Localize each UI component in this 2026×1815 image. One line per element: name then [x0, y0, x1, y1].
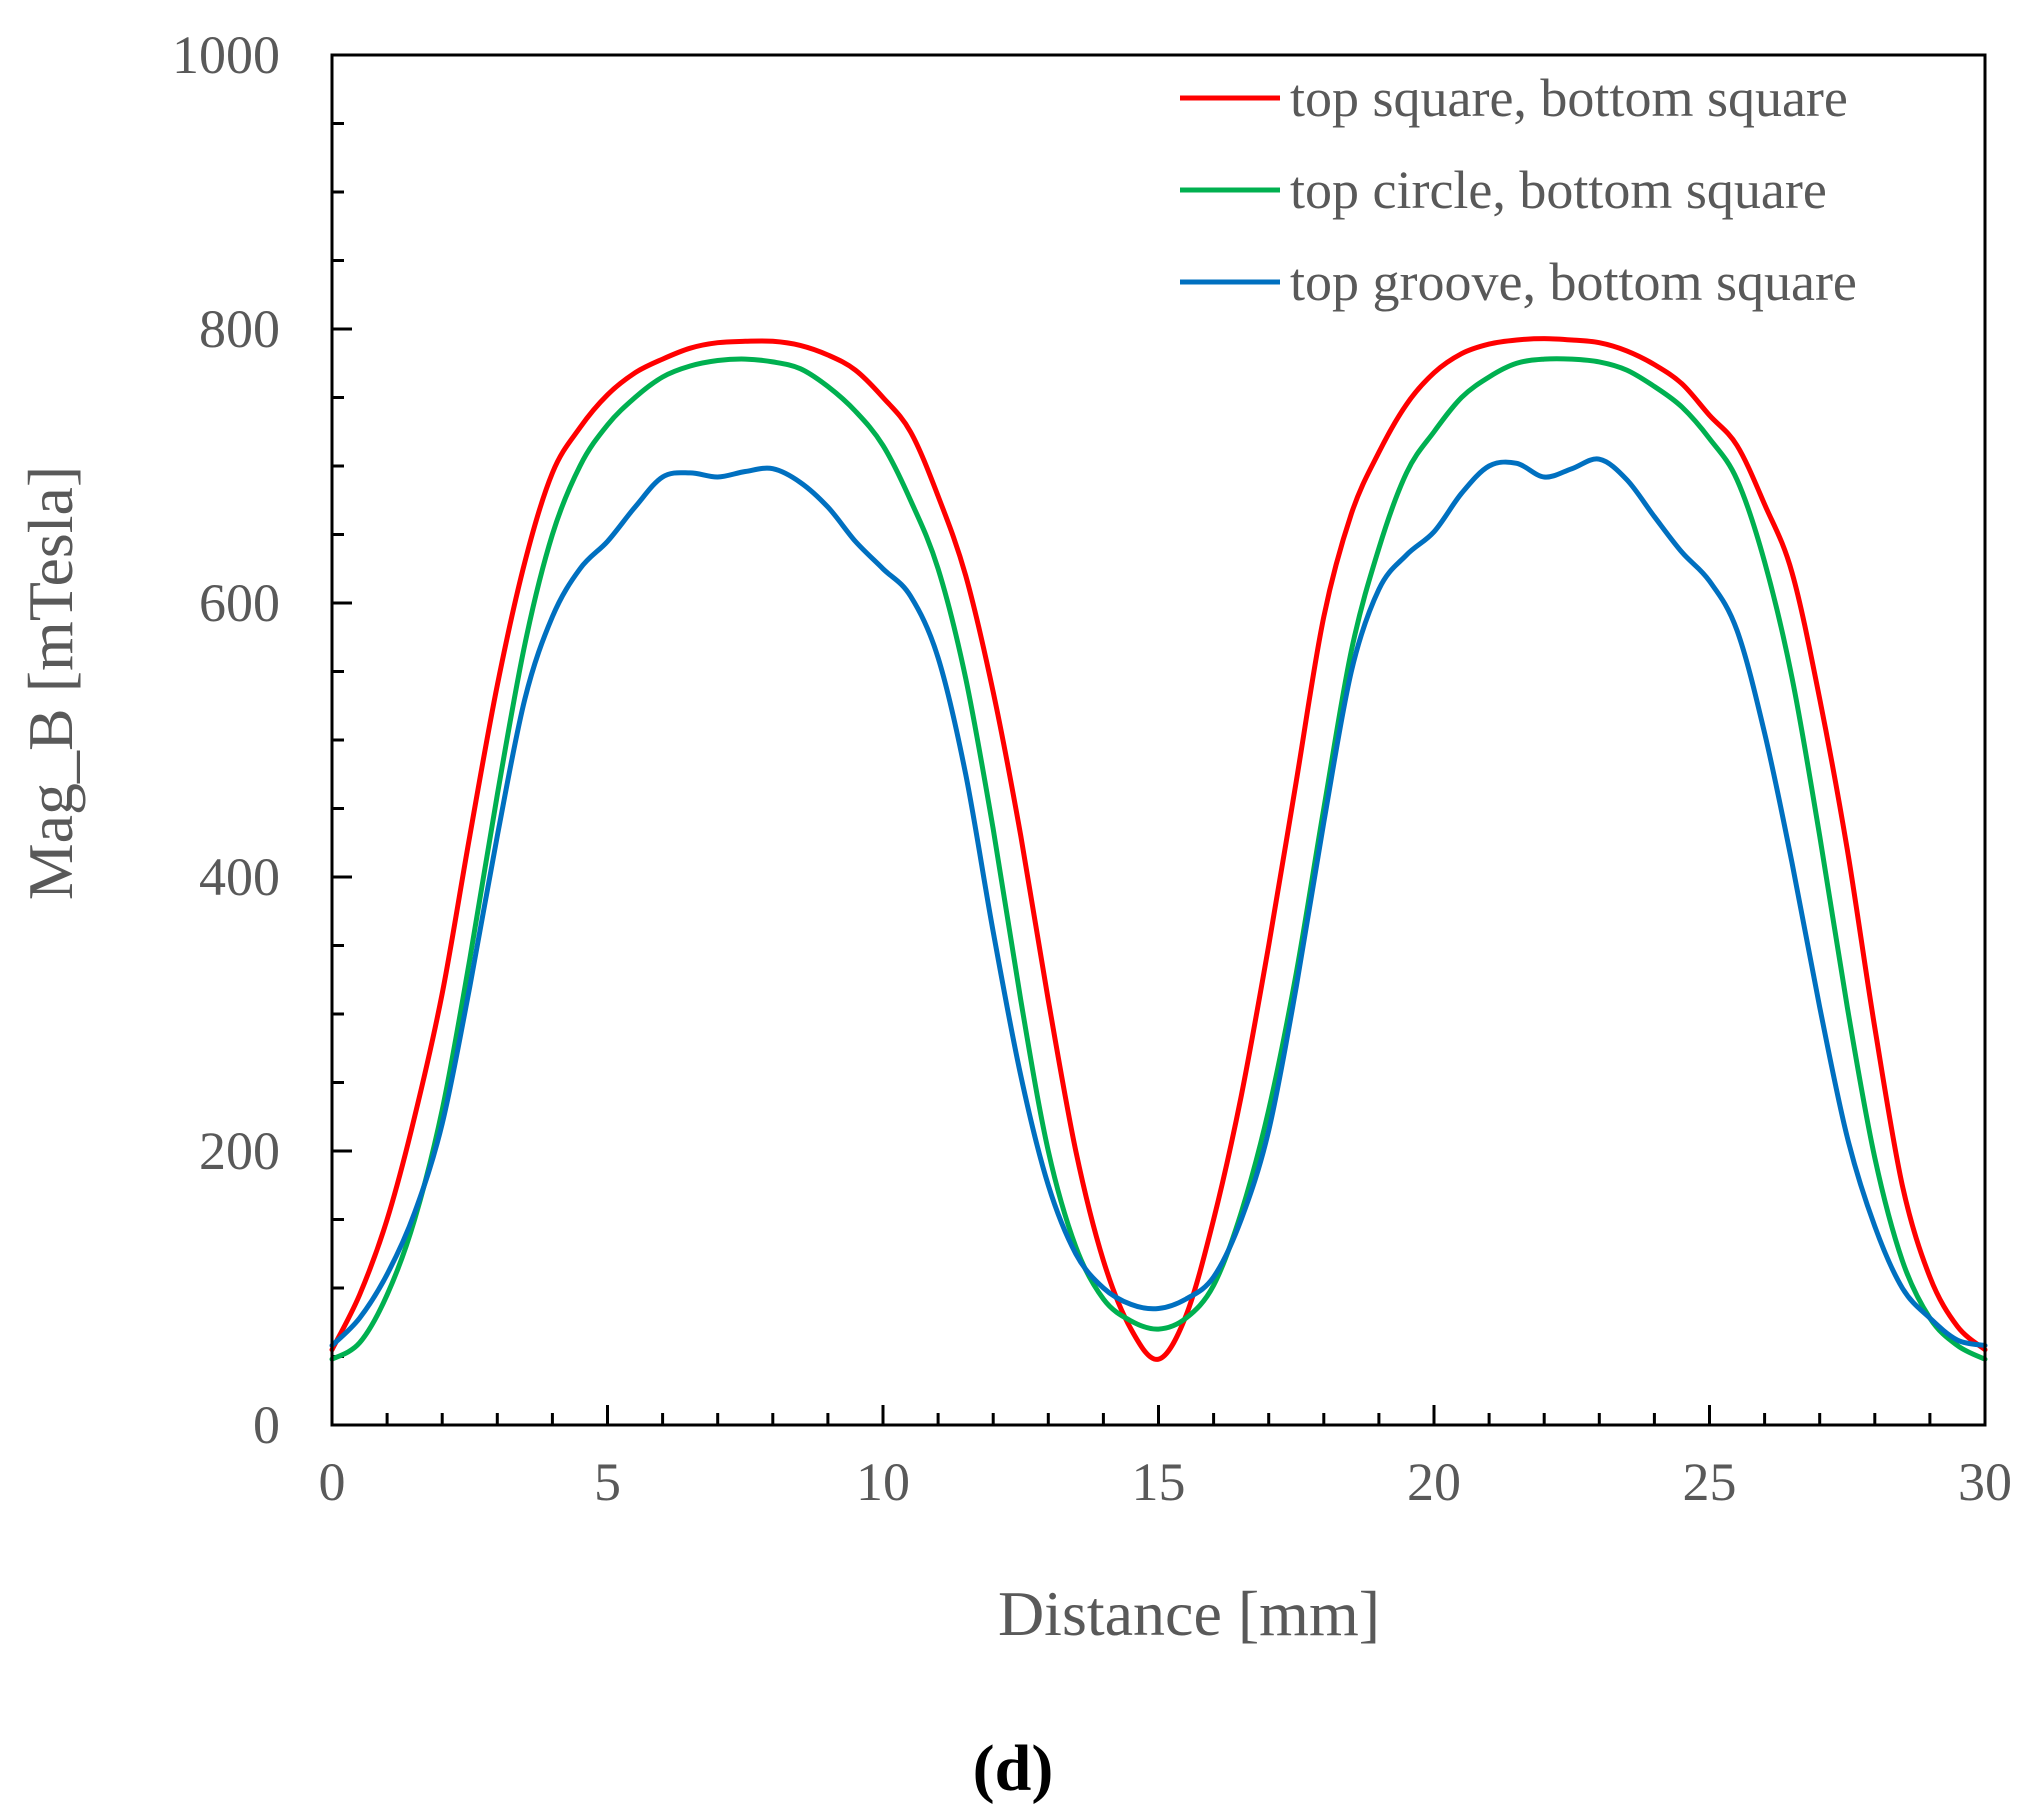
x-tick-label: 25: [1683, 1452, 1737, 1512]
legend: top square, bottom square top circle, bot…: [1180, 68, 1857, 312]
series-line-1: [329, 336, 1988, 1362]
legend-label-3: top groove, bottom square: [1290, 252, 1857, 312]
series-lines: [329, 336, 1988, 1362]
y-tick-label: 400: [199, 847, 280, 907]
series-line-3: [329, 456, 1988, 1348]
y-tick-label: 200: [199, 1121, 280, 1181]
x-tick-label: 10: [856, 1452, 910, 1512]
legend-label-1: top square, bottom square: [1290, 68, 1848, 128]
x-tick-label: 15: [1132, 1452, 1186, 1512]
x-tick-label: 5: [594, 1452, 621, 1512]
x-tick-label: 30: [1958, 1452, 2012, 1512]
x-tick-label: 20: [1407, 1452, 1461, 1512]
y-tick-label: 800: [199, 299, 280, 359]
legend-label-2: top circle, bottom square: [1290, 160, 1827, 220]
minor-ticks: [332, 122, 1932, 1425]
plot-frame: [330, 53, 1987, 1427]
y-tick-label: 0: [253, 1395, 280, 1455]
y-axis-label: Mag_B [mTesla]: [15, 466, 86, 901]
series-line-2: [329, 356, 1988, 1362]
x-tick-label: 0: [319, 1452, 346, 1512]
panel-label: (d): [973, 1732, 1054, 1805]
y-tick-labels: 0 200 400 600 800 1000: [172, 25, 280, 1455]
y-tick-label: 1000: [172, 25, 280, 85]
x-axis-label: Distance [mm]: [998, 1578, 1380, 1649]
x-tick-labels: 0 5 10 15 20 25 30: [319, 1452, 2013, 1512]
y-tick-label: 600: [199, 573, 280, 633]
